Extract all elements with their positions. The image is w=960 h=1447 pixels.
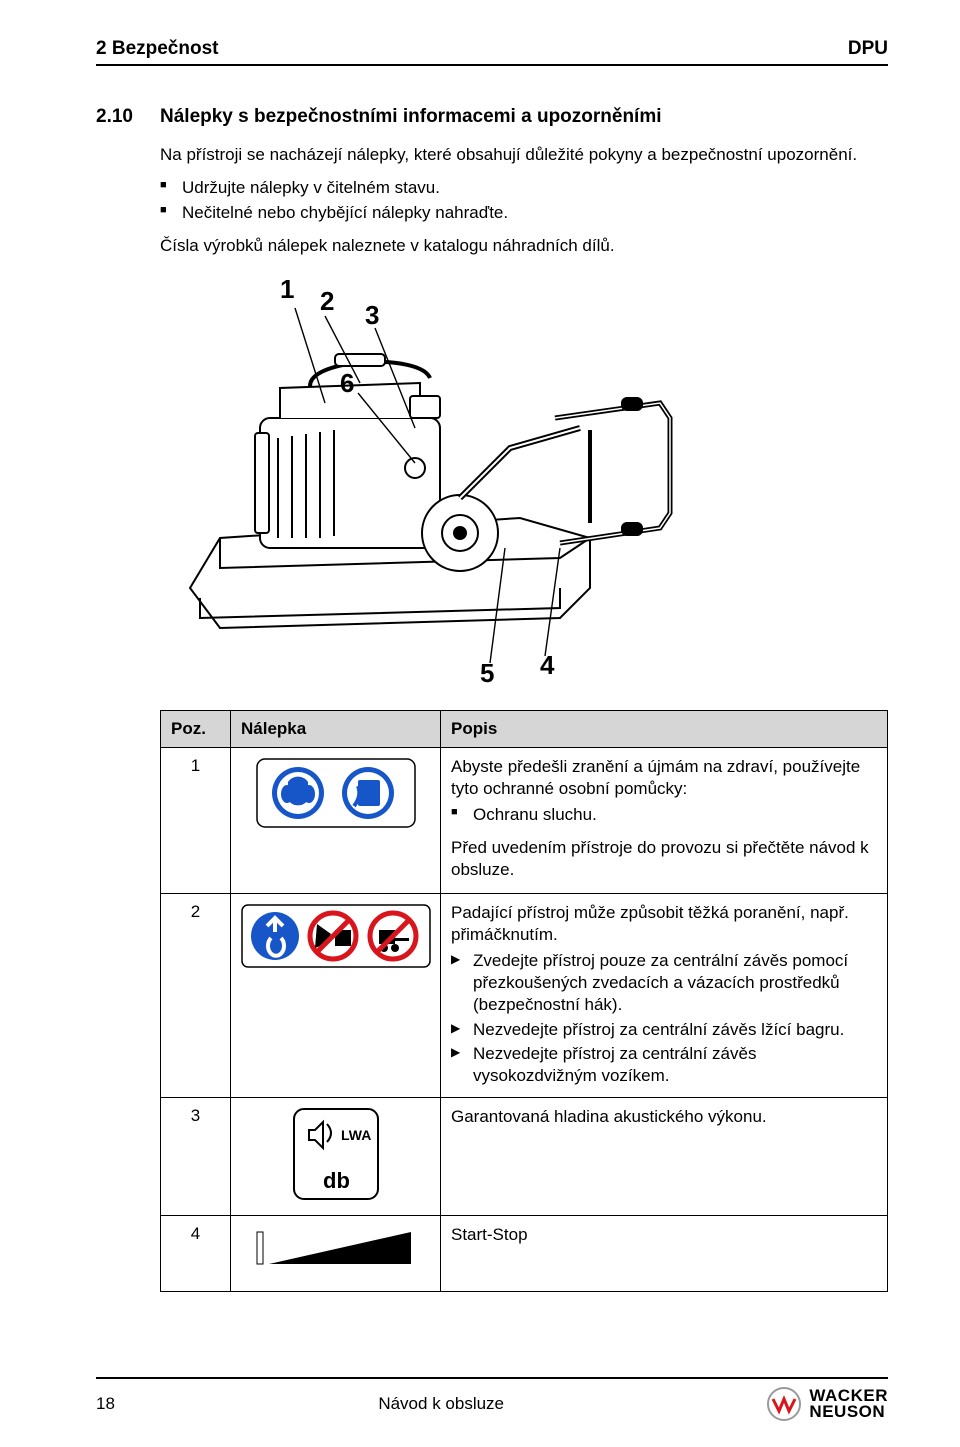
- brand-logo: WACKER NEUSON: [767, 1387, 888, 1421]
- brand-logo-icon: [767, 1387, 801, 1421]
- stickers-table: Poz. Nálepka Popis 1: [160, 710, 888, 1292]
- intro-block: Na přístroji se nacházejí nálepky, které…: [160, 144, 888, 258]
- desc-cell: Start-Stop: [441, 1215, 888, 1291]
- callout-5: 5: [480, 658, 494, 689]
- intro-p2: Čísla výrobků nálepek naleznete v katalo…: [160, 235, 888, 258]
- intro-bullet: Nečitelné nebo chybějící nálepky nahraďt…: [160, 202, 888, 225]
- sticker-cell: [231, 1215, 441, 1291]
- sticker-cell: LWA db: [231, 1097, 441, 1215]
- sticker-cell: [231, 894, 441, 1098]
- svg-text:LWA: LWA: [341, 1127, 371, 1143]
- callout-4: 4: [540, 650, 554, 681]
- section-heading: 2.10 Nálepky s bezpečnostními informacem…: [96, 106, 888, 128]
- th-sticker: Nálepka: [231, 710, 441, 747]
- pos-cell: 3: [161, 1097, 231, 1215]
- pos-cell: 2: [161, 894, 231, 1098]
- intro-p1: Na přístroji se nacházejí nálepky, které…: [160, 144, 888, 167]
- sticker-startstop-icon: [251, 1226, 421, 1276]
- th-desc: Popis: [441, 710, 888, 747]
- desc-cell: Abyste předešli zranění a újmám na zdrav…: [441, 747, 888, 893]
- sticker-cell: [231, 747, 441, 893]
- page-header: 2 Bezpečnost DPU: [96, 38, 888, 66]
- page-footer: 18 Návod k obsluze WACKER NEUSON: [96, 1377, 888, 1421]
- table-row: 3 LWA db Garantovaná hladina akustického…: [161, 1097, 888, 1215]
- pos-cell: 1: [161, 747, 231, 893]
- page-number: 18: [96, 1394, 115, 1414]
- table-row: 4 Start-Stop: [161, 1215, 888, 1291]
- pos-cell: 4: [161, 1215, 231, 1291]
- machine-illustration: [160, 268, 700, 688]
- svg-text:db: db: [323, 1168, 350, 1193]
- intro-bullet: Udržujte nálepky v čitelném stavu.: [160, 177, 888, 200]
- brand-line2: NEUSON: [809, 1404, 888, 1420]
- callout-6: 6: [340, 368, 354, 399]
- footer-title: Návod k obsluze: [378, 1394, 504, 1414]
- section-number: 2.10: [96, 106, 160, 128]
- sticker-noise-icon: LWA db: [293, 1108, 379, 1200]
- header-left: 2 Bezpečnost: [96, 38, 218, 60]
- diagram: 1 2 3 6 5 4: [160, 268, 888, 688]
- table-row: 1 Abyste př: [161, 747, 888, 893]
- sticker-lifting-icon: [241, 904, 431, 968]
- desc-cell: Padající přístroj může způsobit těžká po…: [441, 894, 888, 1098]
- section-title: Nálepky s bezpečnostními informacemi a u…: [160, 106, 662, 128]
- th-pos: Poz.: [161, 710, 231, 747]
- table-row: 2: [161, 894, 888, 1098]
- callout-1: 1: [280, 274, 294, 305]
- header-right: DPU: [848, 38, 888, 60]
- callout-3: 3: [365, 300, 379, 331]
- desc-cell: Garantovaná hladina akustického výkonu.: [441, 1097, 888, 1215]
- callout-2: 2: [320, 286, 334, 317]
- sticker-ppe-icon: [256, 758, 416, 828]
